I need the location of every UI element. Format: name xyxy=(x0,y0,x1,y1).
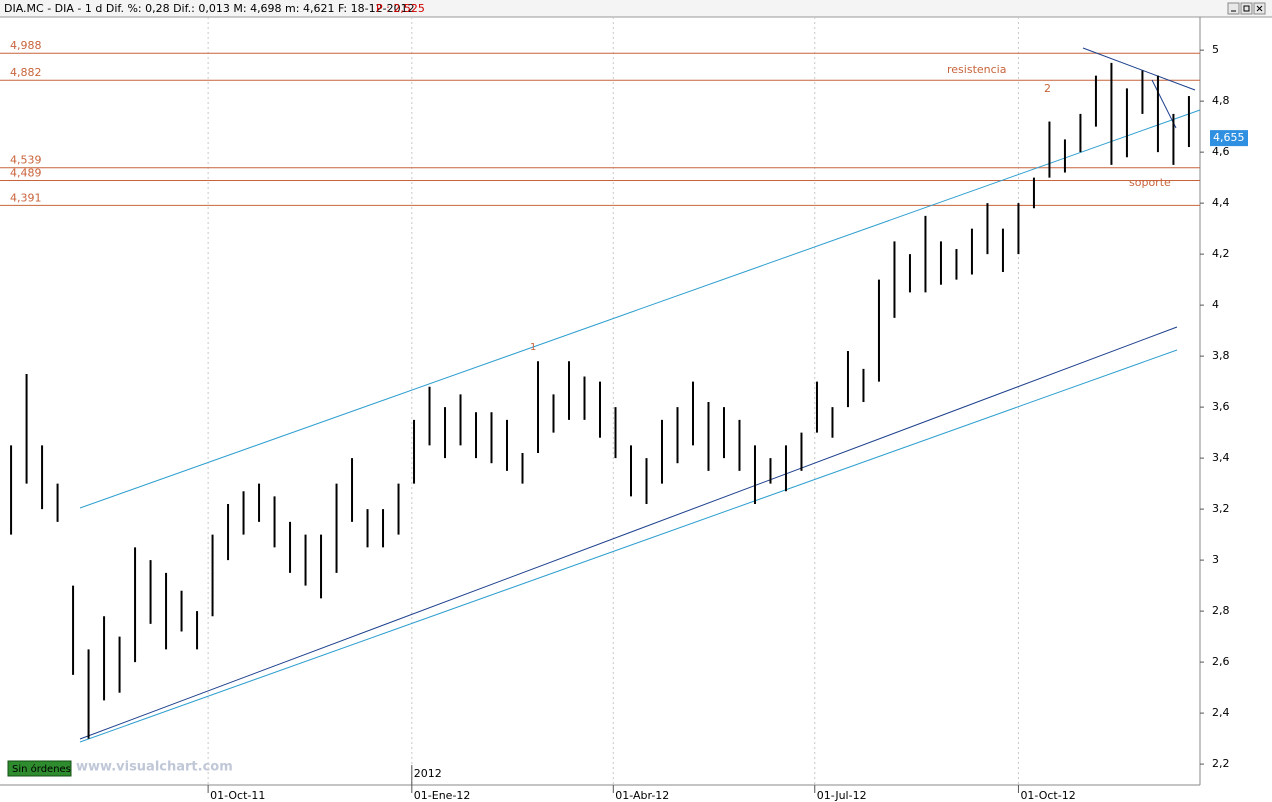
annotation-support: soporte xyxy=(1129,176,1171,189)
y-tick-label: 5 xyxy=(1212,43,1219,56)
y-tick-label: 3,2 xyxy=(1212,502,1230,515)
x-tick-label: 01-Abr-12 xyxy=(615,789,669,802)
x-tick-label: 01-Jul-12 xyxy=(817,789,867,802)
level-label: 4,539 xyxy=(10,154,42,167)
close-icon xyxy=(1256,5,1263,12)
annotation-2: 2 xyxy=(1044,82,1051,95)
y-tick-label: 4,4 xyxy=(1212,196,1230,209)
header-text: DIA.MC - DIA - 1 d Dif. %: 0,28 Dif.: 0,… xyxy=(4,2,415,15)
downtrend-line xyxy=(1082,47,1196,91)
labels: 2,2 2,4 2,6 2,8 3 3,2 3,4 3,6 3,8 4 4,2 4,4 4,6 4,8 5 0… xyxy=(207,43,1248,802)
maximize-button[interactable] xyxy=(1240,2,1253,15)
level-label: 4,882 xyxy=(10,66,42,79)
level-label: 4,988 xyxy=(10,39,42,52)
level-label: 4,489 xyxy=(10,166,42,179)
level-label: 4,391 xyxy=(10,191,42,204)
x-tick-label: 01-Oct-12 xyxy=(1020,789,1075,802)
x-tick-label: 01-Oct-11 xyxy=(210,789,265,802)
y-tick-label: 3,8 xyxy=(1212,349,1230,362)
y-tick-label: 3 xyxy=(1212,553,1219,566)
header-p: P : 2,525 xyxy=(376,2,425,15)
trend-lines xyxy=(79,47,1201,743)
grid xyxy=(207,17,1019,785)
y-tick-label: 4 xyxy=(1212,298,1219,311)
y-tick-label: 2,8 xyxy=(1212,604,1230,617)
annotation-1: 1 xyxy=(530,342,536,353)
y-tick-label: 2,6 xyxy=(1212,655,1230,668)
watermark: www.visualchart.com xyxy=(76,760,233,775)
y-tick-label: 4,6 xyxy=(1212,145,1230,158)
x-tick-label: 01-Ene-12 xyxy=(414,789,471,802)
short-trend-line xyxy=(1151,79,1177,129)
year-label: 2012 xyxy=(414,767,442,780)
y-tick-label: 4,2 xyxy=(1212,247,1230,260)
y-tick-label: 3,6 xyxy=(1212,400,1230,413)
orders-badge[interactable] xyxy=(7,760,72,777)
y-tick-label: 4,8 xyxy=(1212,94,1230,107)
price-bars xyxy=(10,62,1190,739)
y-tick-label: 2,2 xyxy=(1212,757,1230,770)
channel-upper xyxy=(79,109,1201,509)
channel-lower-dark xyxy=(79,326,1178,740)
last-price-label: 4,655 xyxy=(1213,131,1245,144)
last-price-box xyxy=(1210,130,1248,147)
annotation-resistance: resistencia xyxy=(947,63,1006,76)
window-buttons[interactable] xyxy=(1227,2,1266,15)
y-tick-label: 3,4 xyxy=(1212,451,1230,464)
orders-text: Sin órdenes xyxy=(12,763,71,775)
header-bar xyxy=(0,0,1272,17)
maximize-icon xyxy=(1243,5,1250,12)
minimize-button[interactable] xyxy=(1227,2,1240,15)
channel-lower xyxy=(79,349,1178,743)
y-tick-label: 2,4 xyxy=(1212,706,1230,719)
